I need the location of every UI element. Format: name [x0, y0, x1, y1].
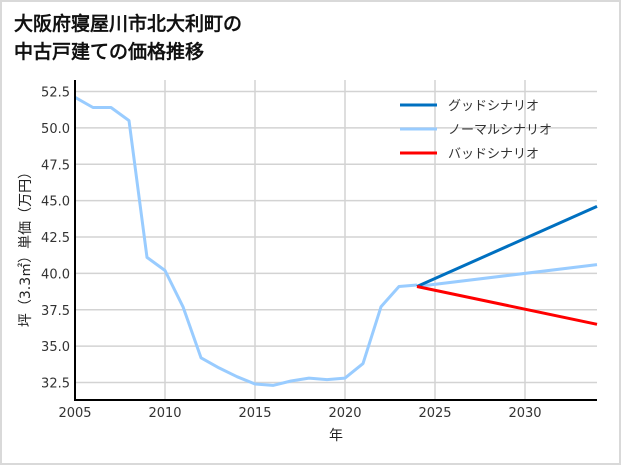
y-tick-label: 50.0: [41, 122, 70, 137]
y-tick-label: 37.5: [41, 304, 70, 319]
x-tick-label: 2005: [58, 406, 91, 421]
y-tick-label: 47.5: [41, 158, 70, 173]
tick-labels: 32.5 35.0 37.5 40.0 42.5 45.0 47.5 50.0 52.5 2005…: [41, 86, 542, 422]
x-tick-label: 2025: [418, 406, 451, 421]
series-line: [416, 205, 598, 288]
data-lines: [74, 95, 598, 387]
x-tick-label: 2030: [508, 406, 541, 421]
legend-label: ノーマルシナリオ: [448, 123, 552, 138]
x-axis-label: 年: [329, 428, 343, 444]
y-tick-label: 35.0: [41, 340, 70, 355]
chart-title: 大阪府寝屋川市北大利町の 中古戸建ての価格推移: [14, 10, 242, 66]
y-tick-label: 42.5: [41, 231, 70, 246]
axes: [74, 80, 597, 401]
y-tick-label: 52.5: [41, 86, 70, 101]
title-line-1: 大阪府寝屋川市北大利町の: [14, 13, 243, 35]
series-line: [416, 263, 598, 288]
x-tick-label: 2020: [328, 406, 361, 421]
x-tick-label: 2015: [238, 406, 271, 421]
x-tick-label: 2010: [148, 406, 181, 421]
y-tick-label: 45.0: [41, 195, 70, 210]
y-tick-label: 32.5: [41, 377, 70, 392]
legend-label: グッドシナリオ: [448, 99, 539, 114]
title-line-2: 中古戸建ての価格推移: [14, 41, 205, 63]
legend-label: バッドシナリオ: [448, 147, 539, 162]
y-axis-label: 坪（3.3㎡）単価（万円）: [18, 165, 34, 327]
legend-item: グッドシナリオ: [400, 99, 539, 114]
y-tick-label: 40.0: [41, 267, 70, 282]
series-line: [74, 95, 418, 387]
legend-item: バッドシナリオ: [400, 147, 539, 162]
legend-item: ノーマルシナリオ: [400, 123, 552, 138]
series-line: [416, 285, 598, 326]
